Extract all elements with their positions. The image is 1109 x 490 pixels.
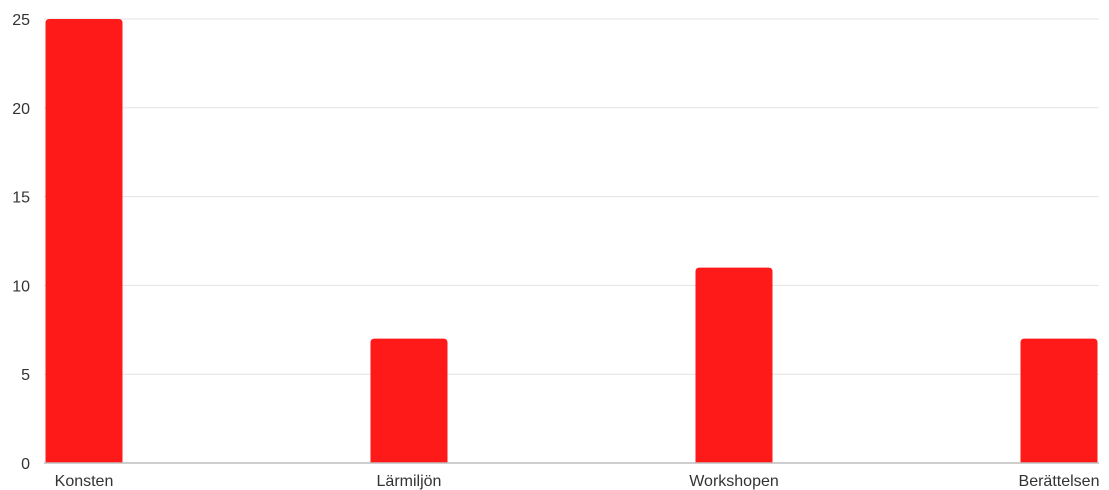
bar-konsten <box>45 19 123 463</box>
y-tick-label: 15 <box>12 190 30 207</box>
bar-berättelsen <box>1020 338 1098 463</box>
x-category-label: Workshopen <box>689 473 779 490</box>
bar-workshopen <box>695 267 773 463</box>
bars <box>45 19 1098 463</box>
x-category-label: Berättelsen <box>1019 473 1100 490</box>
gridlines <box>44 18 1099 375</box>
y-axis-ticks: 0 5 10 15 20 25 <box>12 12 30 473</box>
y-tick-label: 20 <box>12 101 30 118</box>
bar-lärmiljön <box>370 338 448 463</box>
y-tick-label: 10 <box>12 278 30 295</box>
y-tick-label: 5 <box>21 367 30 384</box>
x-axis-labels: Konsten Lärmiljön Workshopen Berättelsen <box>55 473 1100 490</box>
x-category-label: Lärmiljön <box>377 473 442 490</box>
y-tick-label: 0 <box>21 456 30 473</box>
x-category-label: Konsten <box>55 473 114 490</box>
y-tick-label: 25 <box>12 12 30 29</box>
